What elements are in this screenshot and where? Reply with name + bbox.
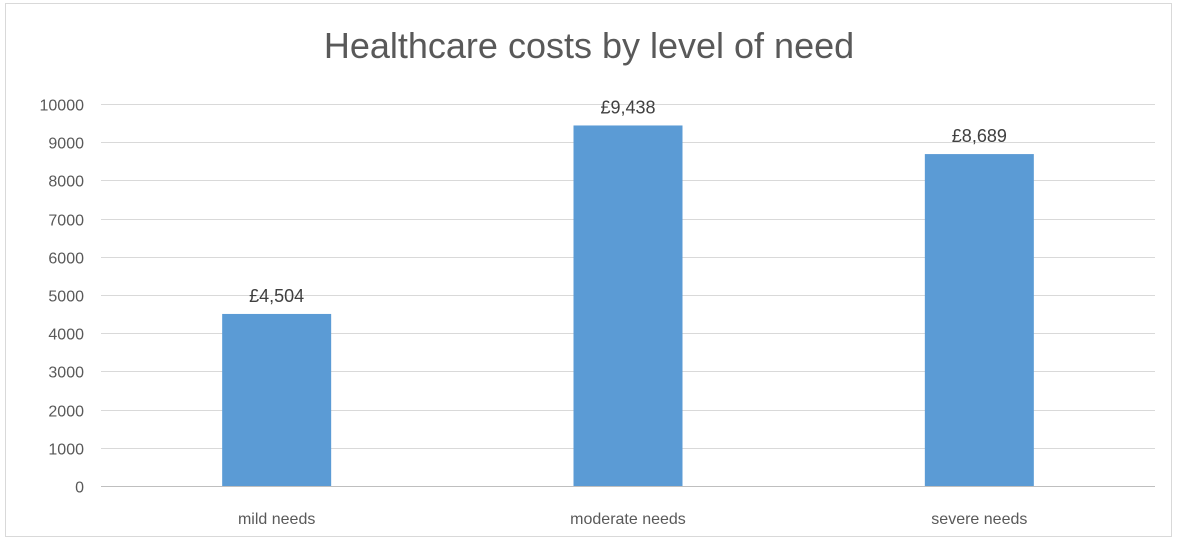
y-tick-label: 1000	[48, 442, 84, 459]
y-tick-label: 5000	[48, 289, 84, 306]
chart-title: Healthcare costs by level of need	[323, 25, 855, 66]
x-category-label: severe needs	[931, 511, 1027, 528]
x-axis-categories: mild needs moderate needs severe needs	[238, 511, 1027, 528]
y-tick-label: 2000	[48, 404, 84, 421]
y-tick-label: 7000	[48, 213, 84, 230]
bar	[924, 154, 1034, 486]
bars	[222, 125, 1034, 487]
data-label: £8,689	[952, 126, 1007, 146]
data-labels: £4,504 £9,438 £8,689	[249, 97, 1007, 305]
y-tick-label: 8000	[48, 174, 84, 191]
y-tick-label: 10000	[40, 98, 85, 115]
y-tick-label: 3000	[48, 365, 84, 382]
y-tick-label: 9000	[48, 136, 84, 153]
y-tick-label: 0	[75, 480, 84, 497]
y-axis-ticks: 0 1000 2000 3000 4000 5000 6000 7000 8000 9000 100…	[40, 98, 85, 497]
data-label: £9,438	[600, 97, 655, 117]
x-category-label: moderate needs	[570, 511, 686, 528]
data-label: £4,504	[249, 286, 304, 306]
bar	[573, 125, 683, 487]
y-tick-label: 4000	[48, 327, 84, 344]
x-category-label: mild needs	[238, 511, 315, 528]
bar	[222, 313, 332, 486]
y-tick-label: 6000	[48, 251, 84, 268]
